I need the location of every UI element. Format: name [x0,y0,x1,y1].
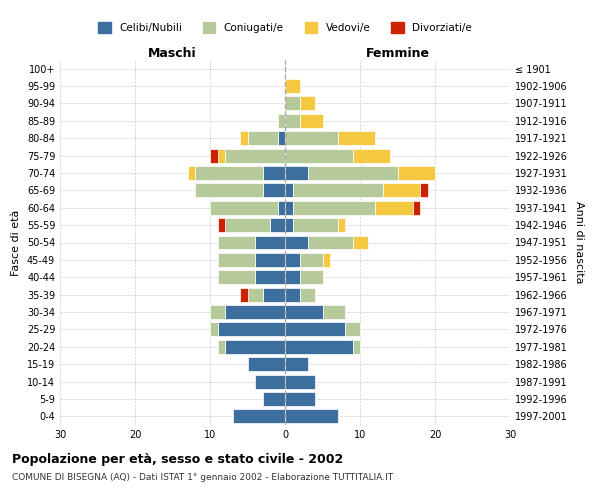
Y-axis label: Fasce di età: Fasce di età [11,210,21,276]
Bar [285,166,308,180]
Bar [285,132,337,145]
Bar [263,392,285,406]
Bar [300,270,323,284]
Bar [383,184,420,198]
Bar [285,322,345,336]
Bar [375,201,413,214]
Bar [323,253,330,267]
Bar [293,184,383,198]
Bar [225,218,270,232]
Bar [285,374,315,388]
Text: Femmine: Femmine [365,47,430,60]
Bar [285,288,300,302]
Bar [337,132,375,145]
Bar [300,96,315,110]
Bar [240,288,248,302]
Bar [345,322,360,336]
Bar [353,236,367,250]
Bar [353,340,360,353]
Bar [285,253,300,267]
Bar [300,288,315,302]
Bar [218,253,255,267]
Bar [240,132,248,145]
Bar [255,270,285,284]
Bar [285,305,323,319]
Bar [308,166,398,180]
Bar [248,357,285,371]
Bar [285,201,293,214]
Bar [285,392,315,406]
Bar [337,218,345,232]
Bar [263,288,285,302]
Bar [195,184,263,198]
Bar [210,305,225,319]
Bar [218,270,255,284]
Bar [270,218,285,232]
Bar [420,184,427,198]
Bar [398,166,435,180]
Text: COMUNE DI BISEGNA (AQ) - Dati ISTAT 1° gennaio 2002 - Elaborazione TUTTITALIA.IT: COMUNE DI BISEGNA (AQ) - Dati ISTAT 1° g… [12,472,393,482]
Bar [195,166,263,180]
Bar [277,132,285,145]
Text: Maschi: Maschi [148,47,197,60]
Bar [308,236,353,250]
Bar [233,410,285,424]
Bar [263,184,285,198]
Bar [187,166,195,180]
Bar [285,218,293,232]
Bar [285,270,300,284]
Bar [210,322,218,336]
Bar [285,96,300,110]
Bar [225,148,285,162]
Bar [210,201,277,214]
Bar [218,322,285,336]
Bar [300,114,323,128]
Bar [285,114,300,128]
Legend: Celibi/Nubili, Coniugati/e, Vedovi/e, Divorziati/e: Celibi/Nubili, Coniugati/e, Vedovi/e, Di… [94,18,476,37]
Bar [210,148,218,162]
Bar [225,305,285,319]
Text: Popolazione per età, sesso e stato civile - 2002: Popolazione per età, sesso e stato civil… [12,452,343,466]
Bar [293,218,337,232]
Bar [248,288,263,302]
Bar [218,236,255,250]
Bar [285,357,308,371]
Bar [218,148,225,162]
Y-axis label: Anni di nascita: Anni di nascita [574,201,584,284]
Bar [293,201,375,214]
Bar [300,253,323,267]
Bar [218,218,225,232]
Bar [248,132,277,145]
Bar [225,340,285,353]
Bar [255,374,285,388]
Bar [285,184,293,198]
Bar [255,253,285,267]
Bar [323,305,345,319]
Bar [285,340,353,353]
Bar [218,340,225,353]
Bar [255,236,285,250]
Bar [285,410,337,424]
Bar [285,79,300,93]
Bar [285,148,353,162]
Bar [285,236,308,250]
Bar [263,166,285,180]
Bar [277,114,285,128]
Bar [413,201,420,214]
Bar [277,201,285,214]
Bar [353,148,390,162]
